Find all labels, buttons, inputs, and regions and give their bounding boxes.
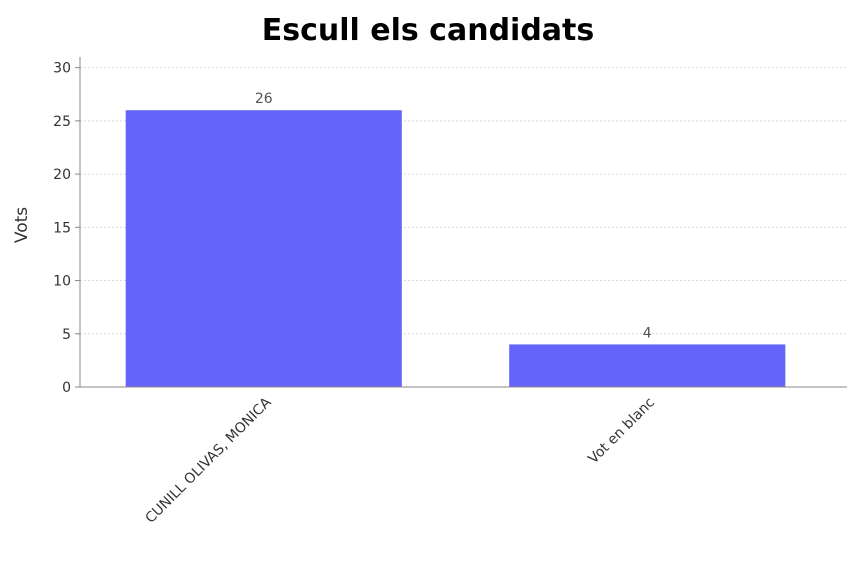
chart-title: Escull els candidats xyxy=(262,13,595,48)
data-labels: 26 4 xyxy=(255,91,652,341)
bar xyxy=(509,344,786,387)
y-axis-label: Vots xyxy=(12,207,32,243)
y-tick-label: 20 xyxy=(53,167,71,183)
y-tick-label: 10 xyxy=(53,274,71,290)
y-tick-label: 5 xyxy=(62,327,71,343)
plot-area: 26 4 xyxy=(79,57,847,388)
data-label: 26 xyxy=(255,91,273,107)
bars xyxy=(125,110,786,388)
y-tick-label: 0 xyxy=(62,380,71,396)
y-axis-ticks: 0 5 10 15 20 25 30 xyxy=(53,61,80,396)
y-tick-label: 15 xyxy=(53,220,71,236)
data-label: 4 xyxy=(643,325,652,341)
y-tick-label: 30 xyxy=(53,61,71,77)
y-tick-label: 25 xyxy=(53,114,71,130)
bar xyxy=(125,110,402,388)
